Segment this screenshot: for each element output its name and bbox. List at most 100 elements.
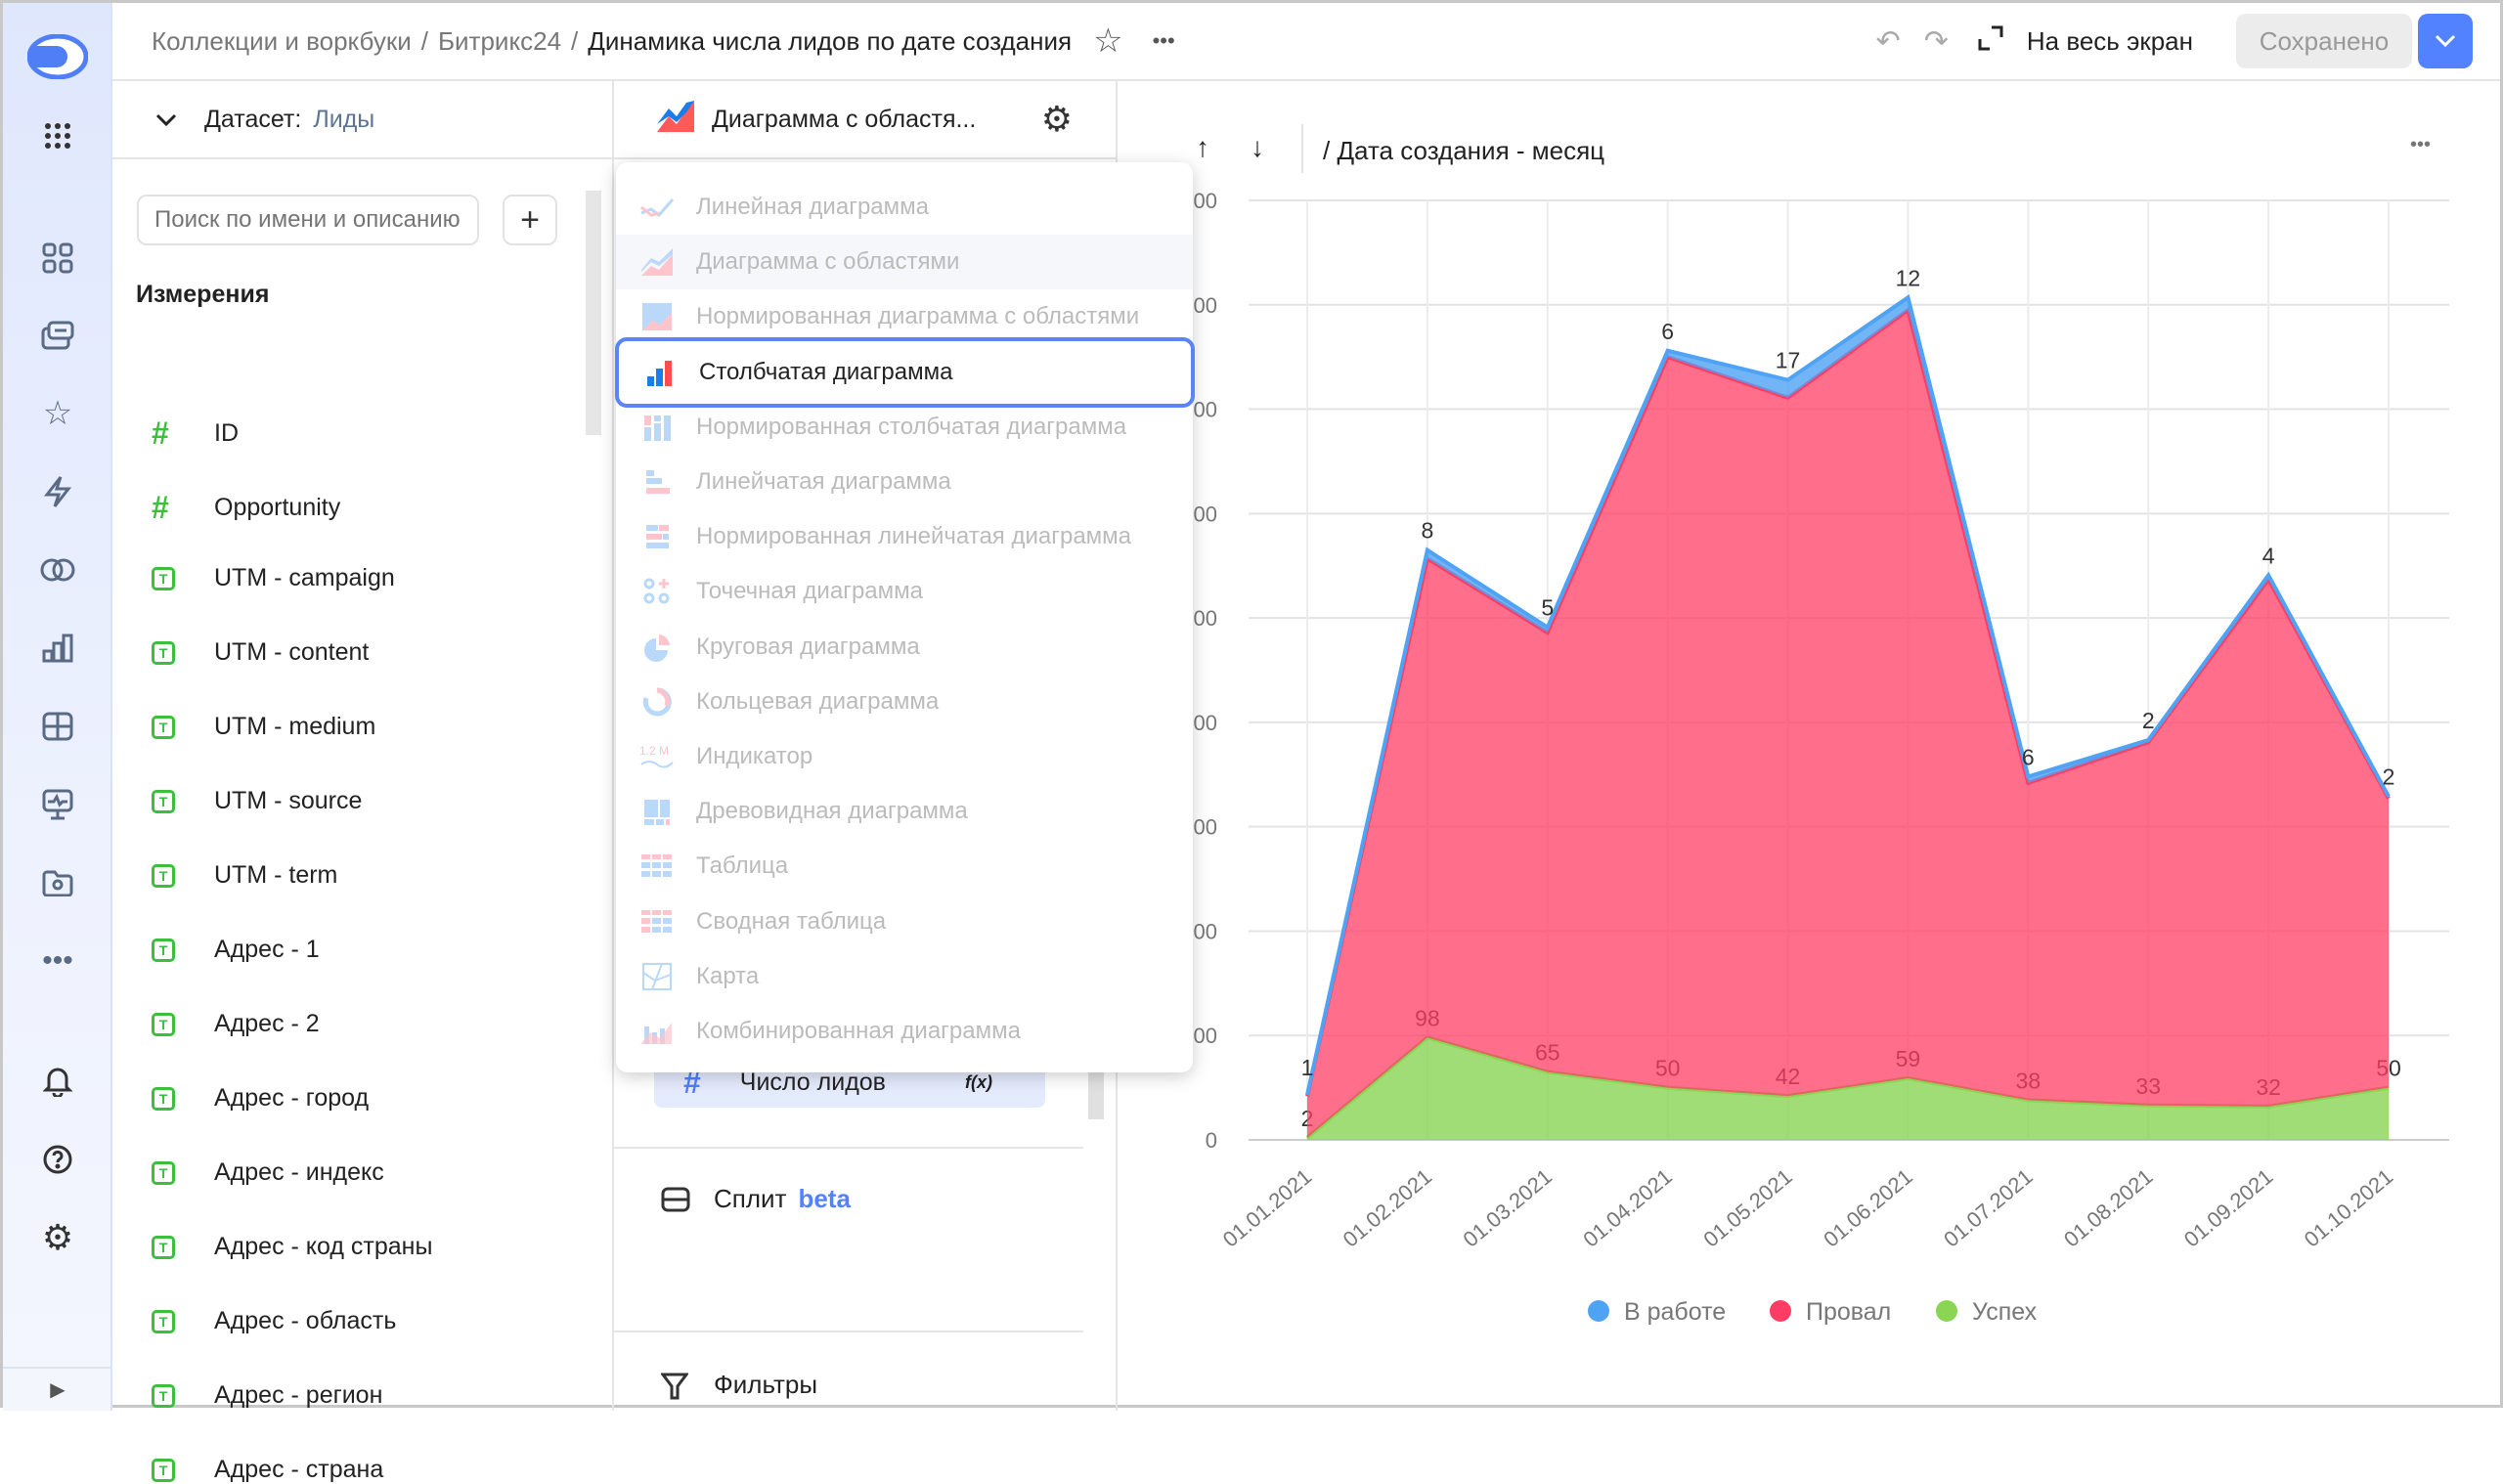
bell-icon[interactable] (38, 1062, 77, 1101)
legend-item: Успех (1972, 1298, 2038, 1326)
filters-section[interactable]: Фильтры (661, 1370, 817, 1400)
field-item[interactable]: T Адрес - индекс (152, 1158, 384, 1187)
x-tick-label: 01.10.2021 (2300, 1164, 2397, 1252)
chart-settings-gear-icon[interactable]: ⚙ (1040, 99, 1073, 139)
series-line (1305, 294, 2391, 1096)
sort-desc-icon[interactable]: ↓ (1251, 132, 1264, 162)
divider (614, 1331, 1083, 1332)
more-menu-icon[interactable]: ••• (1152, 28, 1175, 53)
add-field-button[interactable]: + (503, 195, 557, 245)
chart-type-option[interactable]: Кольцевая диаграмма (616, 675, 1193, 729)
beta-badge: beta (798, 1184, 851, 1213)
x-tick-label: 01.03.2021 (1459, 1164, 1557, 1252)
dataset-header[interactable]: Датасет: Лиды (112, 81, 612, 159)
collections-icon[interactable] (38, 316, 77, 355)
chart-type-selector[interactable]: Диаграмма с областя... ⚙ (614, 81, 1116, 159)
chevron-down-icon[interactable] (155, 106, 177, 134)
logo-icon[interactable] (26, 34, 89, 79)
field-item[interactable]: T UTM - medium (152, 713, 375, 741)
field-item[interactable]: T Адрес - 2 (152, 1010, 320, 1038)
field-item[interactable]: T Адрес - регион (152, 1381, 382, 1410)
field-name: Адрес - область (214, 1307, 397, 1334)
connections-icon[interactable] (38, 550, 77, 589)
dataset-name[interactable]: Лиды (313, 105, 375, 133)
chart-type-option[interactable]: Древовидная диаграмма (616, 784, 1193, 839)
scrollbar[interactable] (1088, 1059, 1104, 1119)
number-type-icon: # (683, 1064, 701, 1100)
breadcrumb-item[interactable]: Коллекции и воркбуки (152, 25, 412, 56)
field-search-input[interactable] (137, 195, 479, 245)
field-item[interactable]: # Opportunity (152, 490, 340, 526)
chart-type-option[interactable]: Карта (616, 949, 1193, 1004)
data-label: 12 (1896, 265, 1921, 290)
chart-type-option[interactable]: Точечная диаграмма (616, 564, 1193, 619)
saved-button[interactable]: Сохранено (2236, 14, 2412, 68)
map-icon (639, 962, 675, 991)
lightning-icon[interactable] (38, 472, 77, 511)
chart-type-option[interactable]: Диаграмма с областями (616, 235, 1193, 290)
dataset-label: Датасет: (204, 105, 302, 133)
chart-type-label: Древовидная диаграмма (696, 798, 968, 825)
chart-icon[interactable] (38, 629, 77, 668)
more-icon[interactable]: ••• (42, 944, 73, 977)
text-type-icon: T (152, 1235, 189, 1259)
chart-type-label: Индикатор (696, 743, 813, 769)
chart-type-option[interactable]: Сводная таблица (616, 895, 1193, 949)
field-item[interactable]: # ID (152, 415, 239, 452)
filters-label: Фильтры (714, 1370, 818, 1399)
field-name: Адрес - страна (214, 1456, 384, 1483)
sort-asc-icon[interactable]: ↑ (1196, 132, 1209, 162)
collapse-sidebar-button[interactable]: ▶ (3, 1367, 112, 1411)
settings-icon[interactable]: ⚙ (41, 1217, 74, 1257)
save-options-button[interactable] (2418, 14, 2473, 68)
field-item[interactable]: T Адрес - 1 (152, 936, 320, 964)
field-name: ID (214, 419, 239, 447)
chart-type-option[interactable]: Столбчатая диаграмма (615, 336, 1195, 408)
text-type-icon: T (152, 1086, 189, 1111)
field-item[interactable]: T Адрес - город (152, 1084, 369, 1113)
dashboard-grid-icon[interactable] (38, 239, 77, 278)
chart-type-option[interactable]: Линейчатая диаграмма (616, 455, 1193, 509)
chart-type-option[interactable]: Таблица (616, 839, 1193, 894)
split-section[interactable]: Сплит beta (661, 1184, 851, 1214)
favorite-star-icon[interactable]: ☆ (1093, 22, 1123, 60)
chart-type-option[interactable]: Комбинированная диаграмма (616, 1004, 1193, 1059)
field-item[interactable]: T Адрес - код страны (152, 1233, 432, 1261)
field-item[interactable]: T UTM - term (152, 861, 337, 890)
field-item[interactable]: T Адрес - область (152, 1307, 396, 1335)
formula-icon[interactable]: f(x) (965, 1071, 992, 1092)
scrollbar[interactable] (586, 191, 601, 435)
breadcrumb-item[interactable]: Битрикс24 (437, 25, 562, 56)
fullscreen-icon[interactable] (1978, 25, 2003, 58)
datasets-icon[interactable] (38, 707, 77, 746)
field-item[interactable]: T UTM - content (152, 638, 369, 667)
chart-type-option[interactable]: Линейная диаграмма (616, 180, 1193, 235)
chart-type-option[interactable]: Нормированная диаграмма с областями (616, 289, 1193, 344)
data-label: 17 (1776, 348, 1801, 373)
area-chart-icon (639, 247, 675, 277)
fullscreen-button[interactable]: На весь экран (2026, 25, 2193, 56)
chart-type-label: Нормированная диаграмма с областями (696, 303, 1140, 330)
x-tick-label: 01.05.2021 (1698, 1164, 1796, 1252)
chart-area: ↑ ↓ / Дата создания - месяц ••• (1118, 81, 2500, 1405)
redo-icon[interactable]: ↷ (1923, 24, 1949, 58)
chart-type-option[interactable]: Круговая диаграмма (616, 620, 1193, 675)
chart-type-label: Линейная диаграмма (696, 194, 929, 220)
chart-type-option[interactable]: 1.2 M Индикатор (616, 729, 1193, 784)
star-icon[interactable]: ☆ (42, 395, 73, 432)
apps-grid-icon[interactable] (38, 116, 77, 155)
indicator-icon: 1.2 M (639, 742, 675, 771)
field-item[interactable]: T Адрес - страна (152, 1456, 383, 1484)
chart-more-icon[interactable]: ••• (2410, 134, 2432, 155)
chart-type-option[interactable]: Нормированная линейчатая диаграмма (616, 509, 1193, 564)
help-icon[interactable] (38, 1140, 77, 1179)
field-item[interactable]: T UTM - campaign (152, 564, 395, 592)
monitor-icon[interactable] (38, 785, 77, 824)
field-item[interactable]: T UTM - source (152, 787, 362, 815)
x-tick-label: 01.04.2021 (1578, 1164, 1676, 1252)
chart-field-path: / Дата создания - месяц (1323, 136, 1605, 165)
undo-icon[interactable]: ↶ (1875, 24, 1901, 58)
field-name: Адрес - индекс (214, 1158, 384, 1186)
chart-type-option[interactable]: Нормированная столбчатая диаграмма (616, 400, 1193, 455)
folder-icon[interactable] (38, 863, 77, 902)
